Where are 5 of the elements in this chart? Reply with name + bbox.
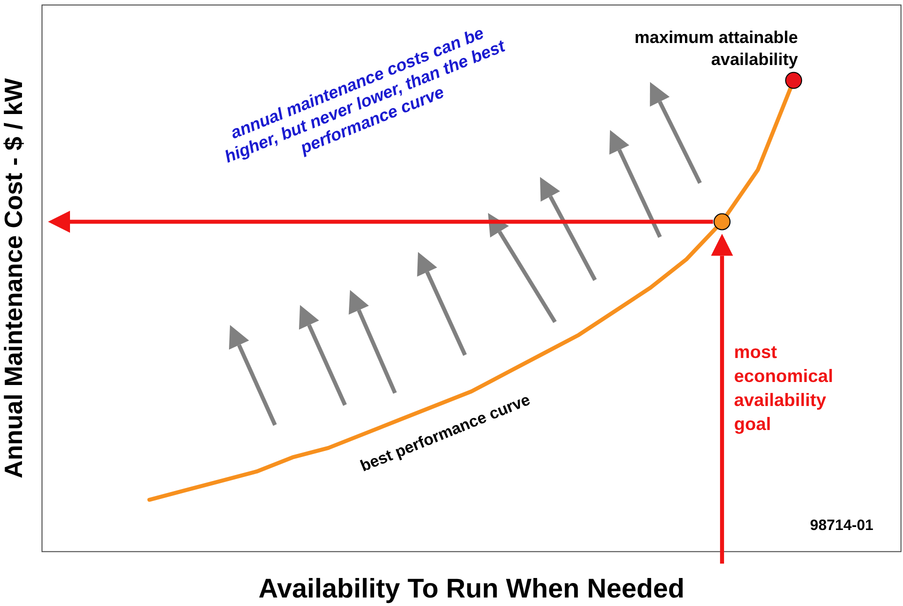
text: maximum attainable availability	[634, 27, 798, 71]
y-axis-title: Annual Maintenance Cost - $ / kW	[0, 78, 28, 478]
annotation: 98714-01	[810, 517, 874, 534]
annotation: most economical availability goal	[734, 341, 834, 436]
x-axis-title: Availability To Run When Needed	[258, 573, 685, 604]
